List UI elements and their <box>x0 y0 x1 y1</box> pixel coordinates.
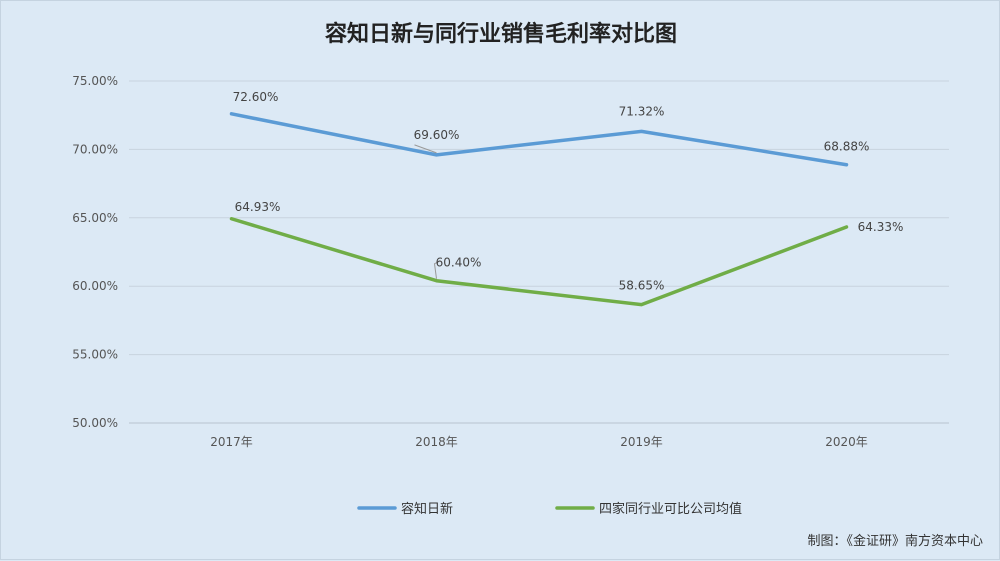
x-axis-ticks: 2017年 2018年 2019年 2020年 <box>210 435 868 449</box>
credit-text: 制图：《金证研》南方资本中心 <box>807 533 983 549</box>
data-label: 68.88% <box>824 140 870 154</box>
x-tick-label: 2020年 <box>825 435 868 449</box>
y-axis-ticks: 50.00% 55.00% 60.00% 65.00% 70.00% 75.00% <box>72 74 118 430</box>
data-label: 64.33% <box>858 220 904 234</box>
legend: 容知日新 四家同行业可比公司均值 <box>357 501 742 517</box>
data-label: 71.32% <box>619 104 665 118</box>
x-tick-label: 2018年 <box>415 435 458 449</box>
y-tick-label: 65.00% <box>72 211 118 225</box>
data-label: 64.93% <box>235 200 281 214</box>
data-label: 72.60% <box>233 90 279 104</box>
label-leader-line <box>414 144 437 154</box>
legend-label: 容知日新 <box>401 501 453 517</box>
data-labels: 72.60% 69.60% 71.32% 68.88% 64.93% 60.40% 58.6… <box>233 90 904 293</box>
data-label: 69.60% <box>414 128 460 142</box>
label-leader-line <box>433 260 441 279</box>
legend-label: 四家同行业可比公司均值 <box>599 501 742 517</box>
x-tick-label: 2019年 <box>620 435 663 449</box>
y-tick-label: 75.00% <box>72 74 118 88</box>
y-tick-label: 55.00% <box>72 348 118 362</box>
series-line-1 <box>229 217 849 307</box>
y-tick-label: 50.00% <box>72 416 118 430</box>
series-line-0 <box>229 112 849 167</box>
x-tick-label: 2017年 <box>210 435 253 449</box>
data-label: 58.65% <box>619 279 665 293</box>
y-tick-label: 70.00% <box>72 142 118 156</box>
chart-title: 容知日新与同行业销售毛利率对比图 <box>325 21 677 47</box>
series-lines <box>229 112 849 307</box>
data-label: 60.40% <box>436 256 482 270</box>
y-tick-label: 60.00% <box>72 279 118 293</box>
gridlines <box>129 80 949 424</box>
